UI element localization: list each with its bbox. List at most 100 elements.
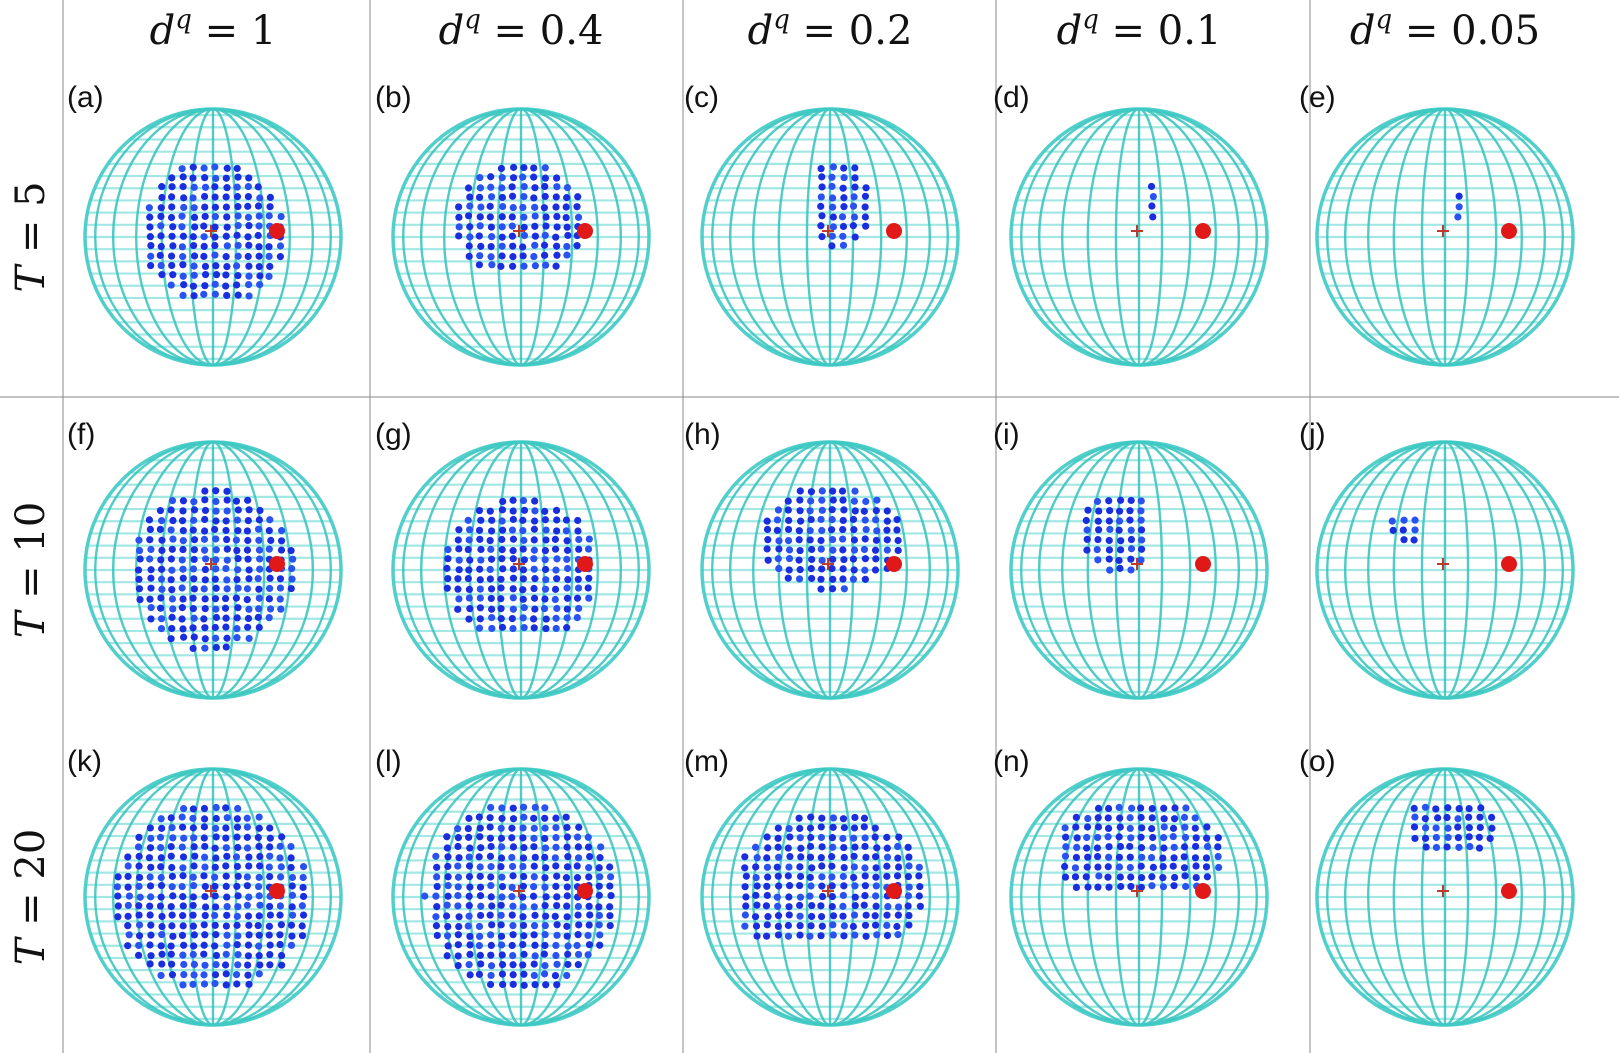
- reachable-point: [553, 604, 561, 613]
- reachable-point: [200, 585, 208, 593]
- reachable-point: [563, 971, 571, 980]
- reachable-point: [893, 516, 901, 524]
- reachable-point: [201, 183, 210, 191]
- reachable-point: [476, 863, 484, 871]
- reachable-point: [180, 834, 188, 842]
- reachable-point: [807, 488, 815, 496]
- reachable-point: [1115, 517, 1124, 525]
- reachable-point: [466, 233, 474, 241]
- reachable-point: [883, 536, 891, 544]
- reachable-point: [1128, 804, 1136, 812]
- reachable-point: [178, 882, 186, 891]
- reachable-point: [465, 615, 473, 623]
- reachable-point: [189, 624, 197, 632]
- reachable-point: [1410, 536, 1418, 544]
- reachable-point: [475, 853, 483, 861]
- reachable-point: [1104, 833, 1112, 841]
- reachable-point: [529, 892, 538, 900]
- reachable-point: [266, 516, 274, 524]
- reachable-point: [1170, 843, 1178, 851]
- reachable-point: [487, 594, 495, 603]
- reachable-point: [849, 202, 858, 210]
- sphere-panel: (f): [67, 418, 343, 700]
- reachable-point: [476, 594, 484, 602]
- reachable-point: [1432, 805, 1440, 813]
- reachable-point: [190, 843, 198, 851]
- reachable-point: [212, 262, 220, 270]
- reachable-point: [862, 932, 870, 940]
- reachable-point: [1095, 872, 1103, 880]
- reachable-point: [519, 496, 528, 505]
- reachable-point: [444, 555, 452, 563]
- reachable-point: [179, 565, 187, 573]
- reachable-point: [531, 222, 539, 230]
- reachable-point: [849, 515, 858, 524]
- reachable-point: [850, 834, 858, 842]
- reachable-point: [508, 911, 516, 919]
- reachable-point: [476, 932, 484, 940]
- reachable-point: [287, 941, 296, 949]
- reachable-point: [169, 834, 177, 842]
- reachable-point: [775, 882, 783, 890]
- reachable-point-cluster: [763, 487, 902, 593]
- reachable-point: [464, 574, 472, 583]
- reachable-point: [542, 536, 550, 544]
- reachable-point: [167, 950, 175, 958]
- reachable-point: [840, 194, 848, 202]
- reachable-point: [466, 941, 474, 949]
- reachable-point: [454, 873, 463, 881]
- reachable-point: [454, 575, 462, 583]
- reachable-point: [563, 823, 571, 832]
- reachable-point: [552, 233, 560, 241]
- reachable-point: [530, 922, 539, 930]
- reachable-point: [223, 634, 231, 642]
- reachable-point: [795, 814, 803, 822]
- reachable-point: [1104, 804, 1113, 813]
- reachable-point: [1137, 804, 1145, 812]
- reachable-point: [795, 575, 804, 583]
- sphere-panel: (d): [993, 81, 1269, 367]
- reachable-point: [454, 536, 462, 544]
- reachable-point: [147, 834, 155, 842]
- reachable-point: [276, 940, 284, 949]
- column-title: dq = 0.4: [439, 5, 604, 54]
- plus-marker-icon: [822, 885, 834, 897]
- reachable-point: [530, 565, 538, 573]
- reachable-point: [232, 853, 241, 861]
- reachable-point: [222, 950, 230, 958]
- reachable-point: [277, 873, 285, 881]
- reachable-point: [255, 952, 263, 960]
- reachable-point: [1095, 507, 1103, 515]
- reachable-point: [1465, 824, 1473, 832]
- reachable-point: [530, 834, 538, 842]
- reachable-point: [851, 901, 859, 910]
- reachable-point: [574, 911, 582, 919]
- reachable-point: [860, 901, 868, 909]
- reachable-point: [223, 184, 231, 192]
- reachable-point: [1149, 192, 1157, 201]
- reachable-point: [519, 854, 528, 862]
- reachable-point: [606, 873, 615, 881]
- reachable-point: [178, 223, 186, 231]
- reachable-point: [158, 824, 166, 832]
- reachable-point: [475, 261, 483, 269]
- reachable-point: [145, 204, 153, 212]
- wireframe-sphere-icon: [1009, 440, 1269, 700]
- reachable-point: [222, 623, 230, 631]
- reachable-point: [179, 864, 187, 872]
- plus-marker-icon: [1437, 558, 1449, 570]
- reachable-point: [531, 952, 539, 960]
- reachable-point: [1202, 863, 1211, 871]
- reachable-point: [234, 872, 242, 880]
- reachable-point: [785, 825, 793, 833]
- reachable-point: [552, 506, 561, 515]
- reachable-point: [114, 913, 122, 921]
- reachable-point: [168, 232, 176, 240]
- reachable-point: [477, 556, 485, 564]
- reachable-point: [287, 546, 295, 555]
- reachable-point: [595, 891, 603, 899]
- reachable-point: [222, 193, 230, 201]
- reachable-point: [488, 261, 496, 269]
- reachable-point: [455, 922, 463, 931]
- reachable-point: [541, 231, 549, 239]
